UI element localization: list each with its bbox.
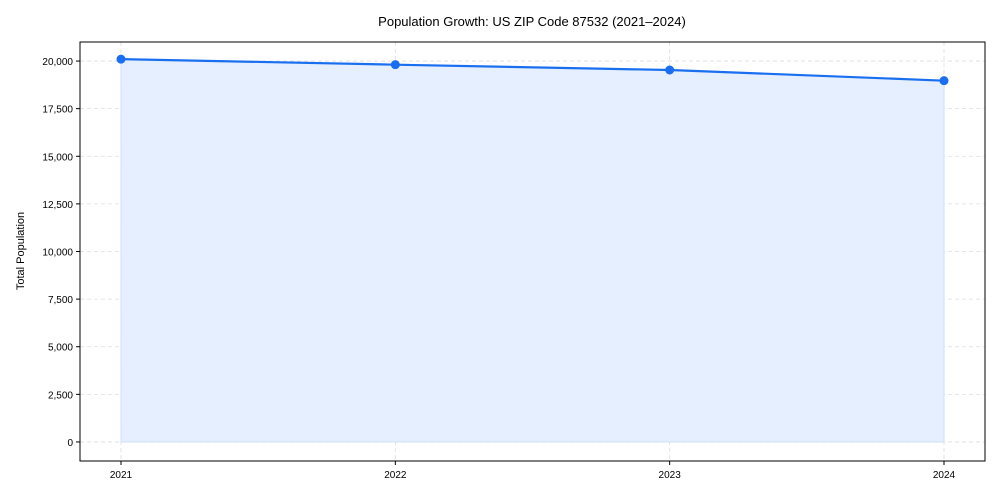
x-tick-label: 2021 [110,470,133,481]
y-tick-label: 0 [67,438,73,449]
y-tick-label: 5,000 [48,343,73,354]
y-tick-label: 15,000 [42,152,73,163]
area-fill [120,58,945,443]
data-point [116,54,126,64]
plot-frame [79,41,986,462]
y-tick-label: 12,500 [42,200,73,211]
chart-title: Population Growth: US ZIP Code 87532 (20… [378,14,686,29]
ticks: 0 2,500 5,000 7,500 10,000 12,500 15,000 17,500… [42,57,955,481]
x-tick-label: 2023 [659,470,682,481]
y-tick-label: 17,500 [42,105,73,116]
data-point [665,65,675,75]
y-tick-label: 20,000 [42,57,73,68]
data-point [939,76,949,86]
y-tick-label: 10,000 [42,248,73,259]
x-tick-label: 2022 [384,470,407,481]
y-axis-label: Total Population [15,212,27,290]
data-point [390,60,400,70]
y-tick-label: 2,500 [48,390,73,401]
x-tick-label: 2024 [933,470,956,481]
series-line [120,58,945,82]
marks [116,54,949,443]
y-tick-label: 7,500 [48,295,73,306]
